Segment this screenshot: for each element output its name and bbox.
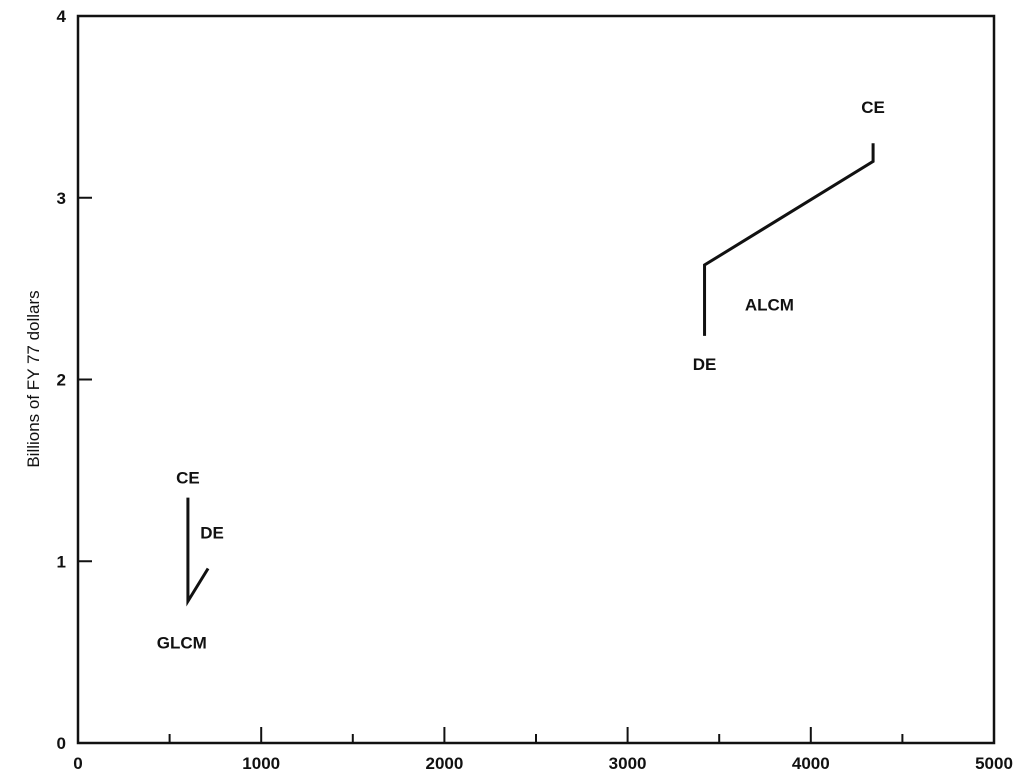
point-label-glcm-ce: CE — [176, 469, 200, 488]
series-line-glcm — [186, 497, 210, 607]
x-tick-label-0: 0 — [73, 754, 82, 773]
series-label-alcm: ALCM — [745, 295, 794, 314]
y-tick-label-3: 3 — [57, 189, 66, 208]
series-line-alcm — [703, 143, 875, 336]
y-axis-title: Billions of FY 77 dollars — [24, 290, 43, 467]
series-label-glcm: GLCM — [157, 633, 207, 652]
x-tick-label-2000: 2000 — [425, 754, 463, 773]
x-tick-label-1000: 1000 — [242, 754, 280, 773]
x-tick-label-5000: 5000 — [975, 754, 1013, 773]
y-tick-label-0: 0 — [57, 734, 66, 753]
series-layer: DE CE ALCM DE CE GLCM — [157, 98, 885, 652]
point-label-alcm-de: DE — [693, 355, 717, 374]
y-tick-label-1: 1 — [57, 552, 66, 571]
x-axis-ticks: 0 1000 2000 3000 4000 5000 — [73, 727, 1013, 773]
x-tick-label-3000: 3000 — [609, 754, 647, 773]
x-tick-label-4000: 4000 — [792, 754, 830, 773]
y-tick-label-4: 4 — [57, 7, 67, 26]
y-tick-label-2: 2 — [57, 371, 66, 390]
plot-frame — [76, 14, 996, 745]
point-label-glcm-de: DE — [200, 524, 224, 543]
y-axis-ticks: 0 1 2 3 4 — [57, 7, 92, 753]
point-label-alcm-ce: CE — [861, 98, 885, 117]
